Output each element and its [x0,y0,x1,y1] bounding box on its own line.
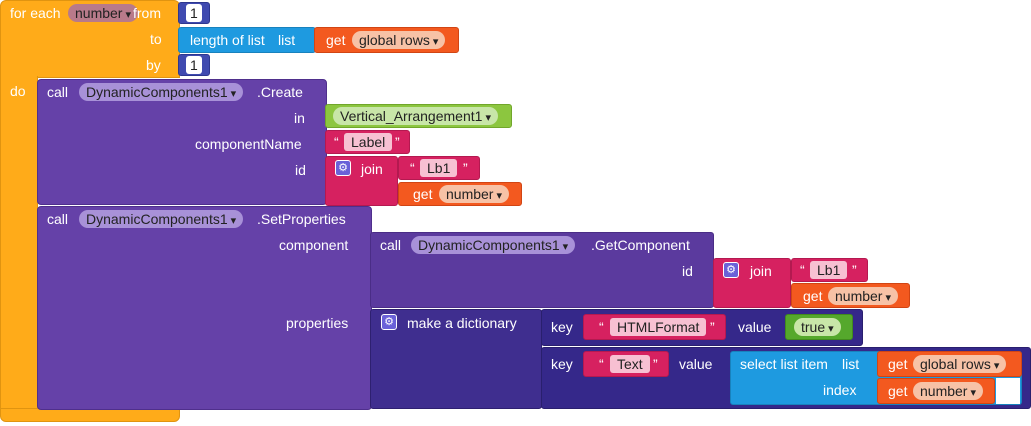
select-list-socket-label: list [842,356,860,372]
id-label-create: id [295,162,306,178]
number-dropdown-select[interactable]: number [913,382,984,400]
call-label: call [380,237,402,253]
length-list-socket-label: list [278,32,296,48]
setproperties-method-label: .SetProperties [257,211,346,227]
get-label: get [888,356,908,372]
in-label: in [294,110,305,126]
text-quote-open: “ [334,134,339,150]
id-label-getcomponent: id [682,263,693,279]
component-dropdown-setproperties[interactable]: DynamicComponents1 [79,210,244,228]
gear-icon[interactable]: ⚙ [381,314,397,330]
join-label-create: join [361,161,383,177]
text-quote-close: ” [653,356,658,372]
length-of-list-label: length of list [190,32,265,48]
for-each-bottom [0,408,180,422]
loop-variable-dropdown[interactable]: number [68,4,139,22]
text-quote-close: ” [852,262,857,278]
vertical-arrangement-dropdown[interactable]: Vertical_Arrangement1 [333,107,498,125]
empty-socket-area [996,378,1020,404]
text-quote-close: ” [710,319,715,335]
global-rows-dropdown[interactable]: global rows [352,31,446,49]
text-quote-open: “ [599,319,604,335]
component-dropdown-create[interactable]: DynamicComponents1 [79,83,244,101]
get-label: get [888,383,908,399]
value-label-1: value [738,319,772,335]
get-label: get [803,288,823,304]
properties-socket-label: properties [286,315,349,331]
join-string-create[interactable]: Lb1 [420,159,458,177]
key-text-htmlformat[interactable]: HTMLFormat [610,318,707,336]
make-dictionary-label: make a dictionary [407,315,517,331]
key-label-2: key [551,356,573,372]
gear-icon[interactable]: ⚙ [335,160,351,176]
by-value[interactable]: 1 [186,56,202,74]
component-dropdown-getcomponent[interactable]: DynamicComponents1 [411,236,576,254]
getcomponent-method-label: .GetComponent [591,237,690,253]
component-socket-label: component [279,237,349,253]
key-text-text[interactable]: Text [610,355,650,373]
create-method-label: .Create [257,84,303,100]
text-quote-open: “ [800,262,805,278]
text-quote-open: “ [410,160,415,176]
get-label: get [326,32,346,48]
gear-icon[interactable]: ⚙ [723,262,739,278]
setproperties-call-block[interactable] [37,206,372,410]
componentName-text[interactable]: Label [344,133,393,151]
by-label: by [146,57,161,73]
number-dropdown-getcomponent[interactable]: number [828,287,899,305]
text-quote-close: ” [463,160,468,176]
key-label-1: key [551,319,573,335]
value-label-2: value [679,356,713,372]
call-label: call [47,211,69,227]
get-label: get [413,186,433,202]
for-each-left-bar [0,76,38,412]
to-label: to [150,31,162,47]
join-label-getcomponent: join [750,263,772,279]
true-dropdown[interactable]: true [794,318,841,336]
call-label: call [47,84,69,100]
global-rows-dropdown-2[interactable]: global rows [913,355,1007,373]
text-quote-close: ” [395,134,400,150]
text-quote-open: “ [599,356,604,372]
from-value[interactable]: 1 [186,4,202,22]
join-string-getcomponent[interactable]: Lb1 [810,261,848,279]
number-dropdown-create[interactable]: number [439,185,510,203]
select-index-socket-label: index [823,382,857,398]
for-each-label: for each [10,5,61,21]
select-list-item-label: select list item [740,356,828,372]
from-label: from [133,5,161,21]
do-label: do [10,83,26,99]
componentName-label: componentName [195,136,302,152]
